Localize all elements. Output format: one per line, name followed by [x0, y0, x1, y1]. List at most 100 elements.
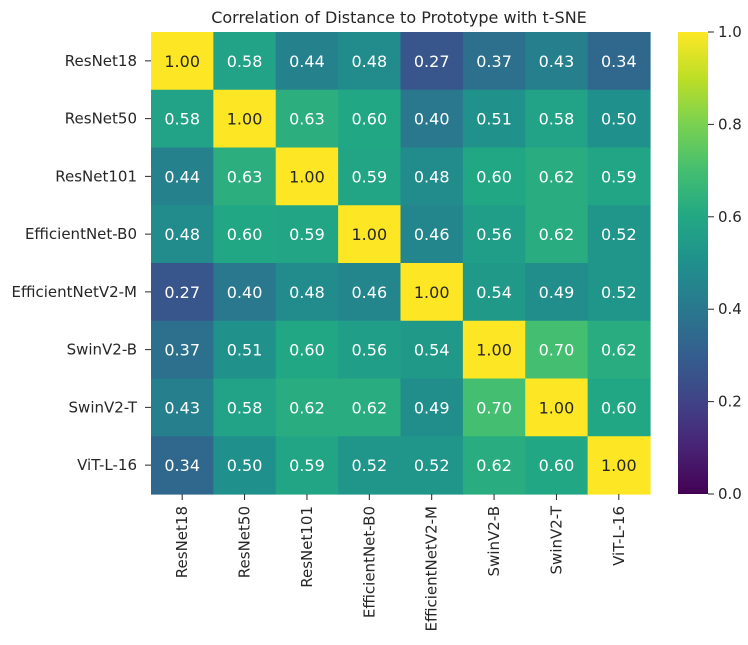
- heatmap-cell: [587, 436, 651, 495]
- cell-value-label: 0.43: [539, 52, 575, 71]
- x-tick-label: ResNet18: [173, 506, 191, 578]
- cell-value-label: 0.58: [227, 398, 263, 417]
- y-tick-label: ResNet101: [55, 167, 137, 185]
- cell-value-label: 0.46: [352, 283, 388, 302]
- heatmap-cell: [213, 320, 277, 380]
- heatmap-cell: [338, 32, 402, 91]
- heatmap-cell: [525, 147, 589, 206]
- heatmap-cell: [400, 89, 464, 149]
- cell-value-label: 0.62: [539, 225, 575, 244]
- heatmap-cell: [213, 205, 277, 264]
- heatmap-cell: [587, 205, 651, 264]
- cell-value-label: 0.56: [352, 341, 388, 360]
- cell-value-label: 0.59: [352, 167, 388, 186]
- heatmap-cell: [525, 320, 589, 380]
- cell-value-label: 1.00: [352, 225, 388, 244]
- x-tick-label: SwinV2-B: [485, 506, 503, 576]
- cell-value-label: 0.50: [601, 110, 637, 129]
- cell-value-label: 0.59: [601, 167, 637, 186]
- heatmap-cell: [275, 378, 339, 437]
- heatmap-cell: [400, 263, 464, 322]
- heatmap-cell: [462, 32, 526, 91]
- cell-value-label: 0.44: [289, 52, 325, 71]
- heatmap-cell: [400, 205, 464, 264]
- colorbar: 0.0 0.2 0.4 0.6 0.8 1.0: [678, 23, 742, 503]
- heatmap-cells: 1.00 0.58 0.44 0.48 0.27 0.37 0.43 0.34 0.58 1.00…: [151, 32, 651, 495]
- heatmap-cell: [462, 320, 526, 380]
- cell-value-label: 0.58: [164, 110, 200, 129]
- heatmap-cell: [587, 32, 651, 91]
- cell-value-label: 0.37: [164, 341, 200, 360]
- heatmap-cell: [338, 89, 402, 149]
- colorbar-tick-label: 0.2: [718, 393, 742, 411]
- cell-value-label: 1.00: [289, 167, 325, 186]
- cell-value-label: 0.62: [352, 398, 388, 417]
- cell-value-label: 0.50: [227, 456, 263, 475]
- cell-value-label: 0.34: [601, 52, 637, 71]
- cell-value-label: 0.60: [352, 110, 388, 129]
- cell-value-label: 0.63: [289, 110, 325, 129]
- cell-value-label: 0.62: [289, 398, 325, 417]
- heatmap-cell: [151, 205, 214, 264]
- heatmap-cell: [151, 32, 214, 91]
- heatmap-cell: [587, 89, 651, 149]
- heatmap-cell: [587, 378, 651, 437]
- colorbar-tick-label: 0.0: [718, 485, 742, 503]
- cell-value-label: 1.00: [476, 341, 512, 360]
- cell-value-label: 0.43: [164, 398, 200, 417]
- heatmap-cell: [338, 205, 402, 264]
- heatmap-cell: [525, 32, 589, 91]
- cell-value-label: 0.52: [352, 456, 388, 475]
- cell-value-label: 0.62: [539, 167, 575, 186]
- heatmap-cell: [587, 263, 651, 322]
- cell-value-label: 0.60: [289, 341, 325, 360]
- chart-title: Correlation of Distance to Prototype wit…: [211, 8, 587, 27]
- cell-value-label: 0.49: [539, 283, 575, 302]
- x-tick-label: SwinV2-T: [547, 505, 565, 574]
- cell-value-label: 0.46: [414, 225, 450, 244]
- heatmap-cell: [213, 378, 277, 437]
- cell-value-label: 0.48: [352, 52, 388, 71]
- heatmap-cell: [462, 147, 526, 206]
- cell-value-label: 0.58: [539, 110, 575, 129]
- cell-value-label: 0.62: [476, 456, 512, 475]
- cell-value-label: 0.59: [289, 225, 325, 244]
- heatmap-cell: [525, 205, 589, 264]
- heatmap-cell: [275, 89, 339, 149]
- heatmap-cell: [400, 32, 464, 91]
- heatmap-cell: [275, 147, 339, 206]
- colorbar-tick-label: 0.4: [718, 300, 742, 318]
- heatmap-cell: [213, 32, 277, 91]
- heatmap-cell: [275, 263, 339, 322]
- cell-value-label: 0.54: [414, 341, 450, 360]
- cell-value-label: 0.70: [539, 341, 575, 360]
- cell-value-label: 0.49: [414, 398, 450, 417]
- y-tick-label: ViT-L-16: [77, 456, 137, 474]
- heatmap-cell: [213, 89, 277, 149]
- x-tick-label: ResNet101: [298, 506, 316, 588]
- cell-value-label: 0.59: [289, 456, 325, 475]
- heatmap-cell: [462, 378, 526, 437]
- cell-value-label: 0.48: [289, 283, 325, 302]
- cell-value-label: 1.00: [227, 110, 263, 129]
- heatmap-cell: [400, 320, 464, 380]
- cell-value-label: 0.62: [601, 341, 637, 360]
- heatmap-cell: [151, 89, 214, 149]
- cell-value-label: 0.40: [414, 110, 450, 129]
- cell-value-label: 0.34: [164, 456, 200, 475]
- heatmap-cell: [338, 378, 402, 437]
- colorbar-tick-label: 0.6: [718, 208, 742, 226]
- heatmap-cell: [338, 147, 402, 206]
- heatmap-cell: [151, 320, 214, 380]
- cell-value-label: 0.56: [476, 225, 512, 244]
- cell-value-label: 1.00: [164, 52, 200, 71]
- heatmap-cell: [525, 89, 589, 149]
- cell-value-label: 0.58: [227, 52, 263, 71]
- heatmap-cell: [587, 320, 651, 380]
- heatmap-cell: [151, 147, 214, 206]
- heatmap-cell: [587, 147, 651, 206]
- cell-value-label: 1.00: [539, 398, 575, 417]
- heatmap-cell: [151, 263, 214, 322]
- heatmap-cell: [525, 436, 589, 495]
